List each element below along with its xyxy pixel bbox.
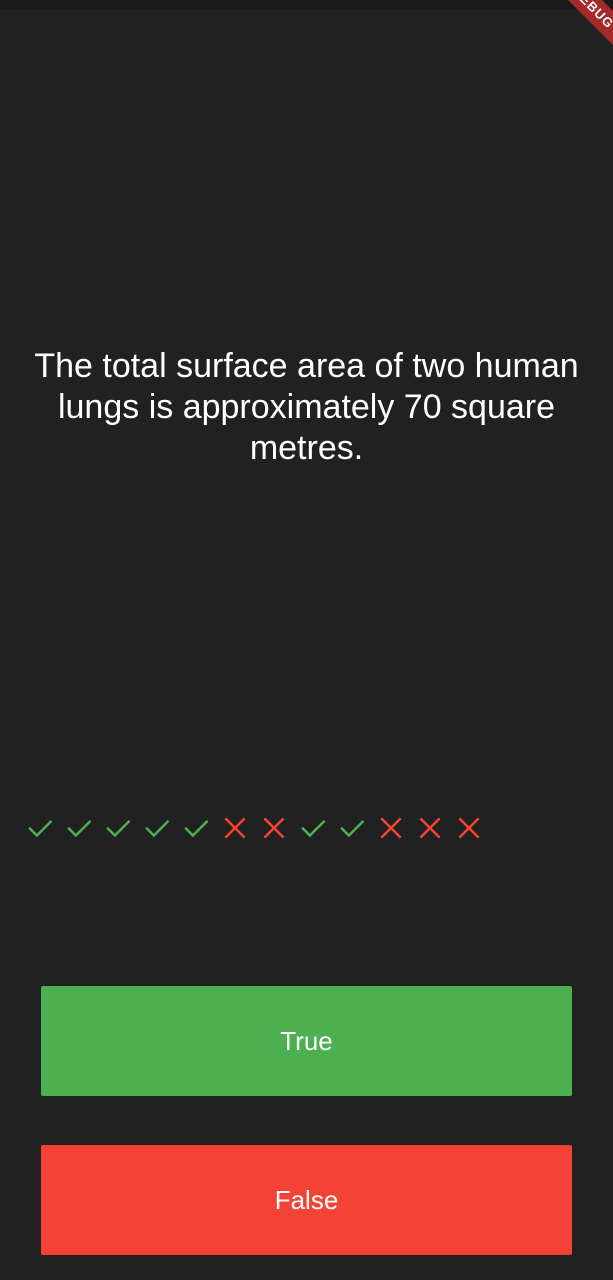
check-icon: [332, 812, 371, 844]
true-button[interactable]: True: [41, 986, 572, 1096]
check-icon: [176, 812, 215, 844]
close-icon: [371, 812, 410, 844]
close-icon: [254, 812, 293, 844]
status-bar: [0, 0, 613, 9]
close-icon: [215, 812, 254, 844]
check-icon: [20, 812, 59, 844]
close-icon: [449, 812, 488, 844]
check-icon: [137, 812, 176, 844]
check-icon: [98, 812, 137, 844]
score-keeper: [20, 812, 488, 844]
false-button[interactable]: False: [41, 1145, 572, 1255]
question-text: The total surface area of two human lung…: [34, 347, 579, 467]
close-icon: [410, 812, 449, 844]
check-icon: [59, 812, 98, 844]
check-icon: [293, 812, 332, 844]
